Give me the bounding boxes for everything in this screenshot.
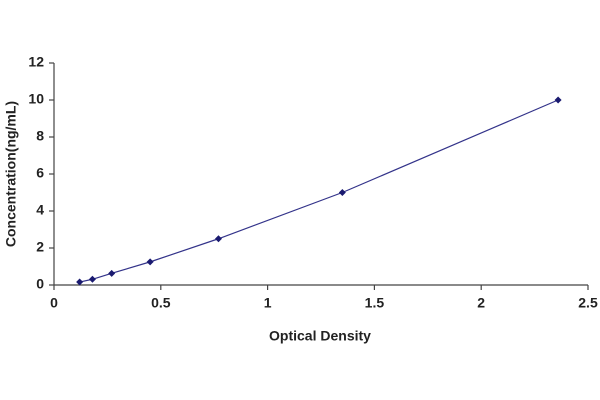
y-tick-label: 8 (36, 128, 44, 144)
point (554, 96, 562, 104)
point (88, 275, 96, 283)
point (338, 189, 346, 196)
point (108, 269, 116, 277)
y-tick-label: 10 (28, 91, 44, 107)
y-axis-label: Concentration(ng/mL) (3, 101, 19, 247)
x-tick-label: 2 (477, 295, 485, 311)
x-tick-label: 1 (264, 295, 272, 311)
point (146, 258, 154, 266)
x-tick-label: 1.5 (365, 295, 385, 311)
curve (79, 99, 559, 283)
y-tick-label: 0 (36, 276, 44, 292)
point (214, 235, 222, 243)
x-tick-label: 2.5 (578, 295, 598, 311)
x-axis-label: Optical Density (269, 328, 371, 344)
x-tick-label: 0.5 (151, 295, 171, 311)
y-tick-label: 6 (36, 165, 44, 181)
y-tick-label: 4 (36, 202, 44, 218)
y-tick-label: 12 (28, 54, 44, 70)
x-tick-label: 0 (50, 295, 58, 311)
point (76, 278, 84, 286)
y-tick-label: 2 (36, 239, 44, 255)
